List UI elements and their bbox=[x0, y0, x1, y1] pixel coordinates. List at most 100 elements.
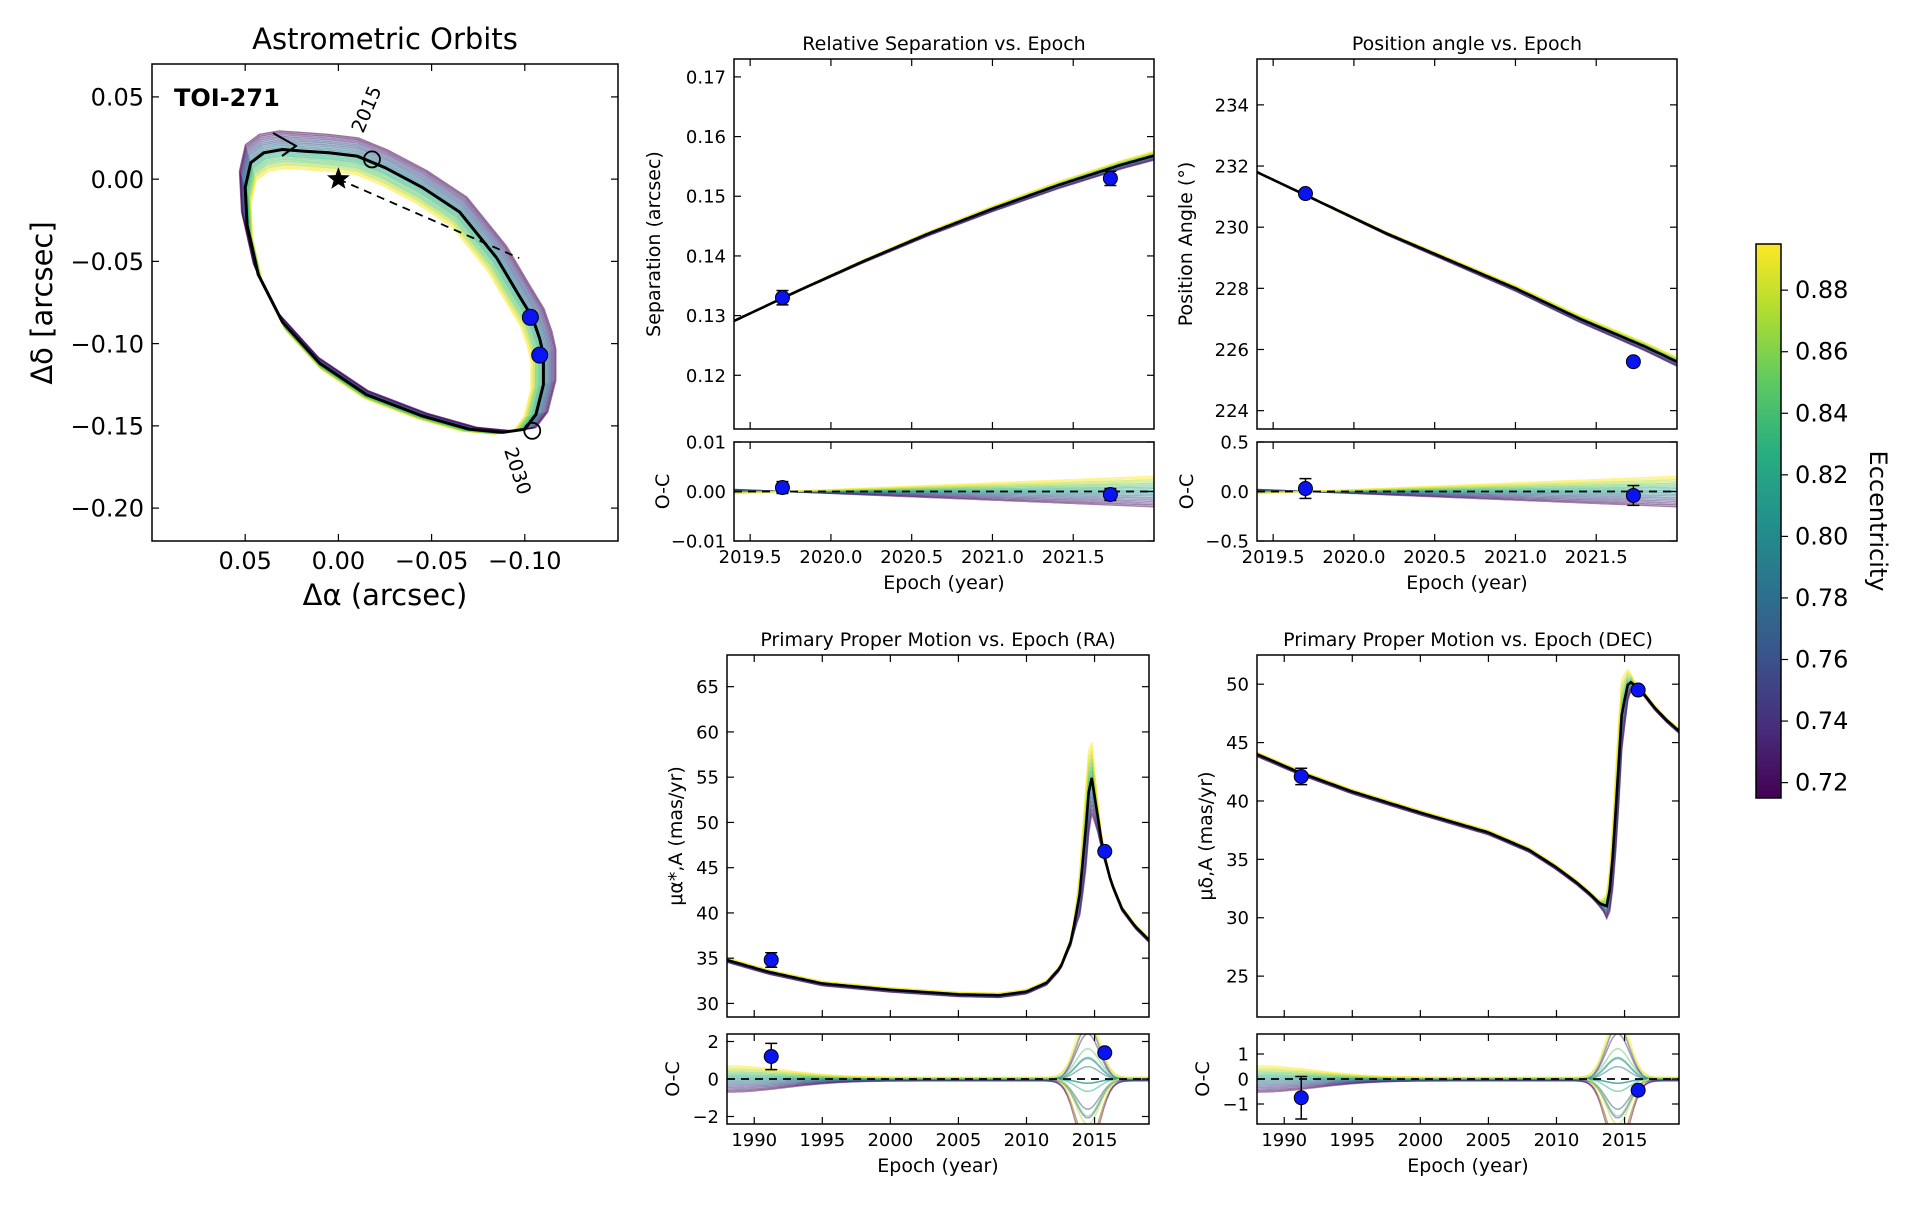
orbit-ytick-label: −0.15 bbox=[70, 413, 144, 441]
sep-res-ytick-label: 0.00 bbox=[686, 482, 726, 503]
pmdec-res-xtick-label: 2015 bbox=[1602, 1130, 1648, 1151]
orbit-best-fit bbox=[243, 147, 545, 434]
orbit-ytick-label: −0.05 bbox=[70, 248, 144, 276]
sep-ytick-label: 0.14 bbox=[686, 246, 726, 267]
colorbar-tick-label: 0.84 bbox=[1795, 399, 1848, 427]
sep-res-xtick-label: 2021.0 bbox=[961, 547, 1024, 568]
pmra-ytick-label: 55 bbox=[696, 768, 719, 789]
pmdec-res-xtick-label: 1990 bbox=[1261, 1130, 1307, 1151]
orbit-ytick-label: −0.10 bbox=[70, 330, 144, 358]
sep-res-xtick-label: 2020.0 bbox=[799, 547, 862, 568]
pmdec-res-xtick-label: 2010 bbox=[1534, 1130, 1580, 1151]
pmra-res-ytick-label: 0 bbox=[708, 1069, 719, 1090]
orbit-epoch-label-start: 2015 bbox=[347, 83, 386, 136]
colorbar-gradient bbox=[1755, 243, 1782, 799]
pa-res-ytick-label: −0.5 bbox=[1205, 531, 1249, 552]
pa-ytick-label: 224 bbox=[1215, 401, 1249, 422]
pmdec-res-data-point bbox=[1293, 1090, 1309, 1106]
sep-frame bbox=[733, 58, 1155, 430]
colorbar-tick-label: 0.86 bbox=[1795, 338, 1848, 366]
sep-posterior-draw bbox=[734, 154, 1154, 322]
sep-xlabel: Epoch (year) bbox=[883, 572, 1004, 594]
sep-posterior-draw bbox=[734, 156, 1154, 322]
pmra-res-xtick-label: 1995 bbox=[799, 1130, 845, 1151]
pa-res-plot-area bbox=[1257, 475, 1677, 508]
sep-posterior-draw bbox=[734, 155, 1154, 322]
pa-ylabel: Position Angle (°) bbox=[1175, 162, 1197, 326]
pmdec-best-fit bbox=[1257, 680, 1679, 908]
orbit-data-point bbox=[531, 346, 549, 364]
orbit-direction-arrow bbox=[272, 132, 298, 157]
sep-res-ytick-label: 0.01 bbox=[686, 432, 726, 453]
pmdec-plot-area bbox=[1257, 668, 1679, 921]
pmra-posterior-draw bbox=[727, 742, 1149, 994]
pmdec-panel: Primary Proper Motion vs. Epoch (DEC) 25 3… bbox=[1192, 629, 1680, 1177]
pa-res-xtick-label: 2021.0 bbox=[1484, 547, 1547, 568]
orbit-epoch-marker bbox=[523, 421, 542, 440]
orbit-xtick-label: 0.05 bbox=[218, 547, 271, 575]
orbit-xtick-label: 0.00 bbox=[312, 547, 365, 575]
sep-posterior-draw bbox=[734, 157, 1154, 322]
pmdec-posterior-draw bbox=[1257, 668, 1679, 902]
pa-title: Position angle vs. Epoch bbox=[1352, 33, 1582, 55]
pa-res-xtick-label: 2019.5 bbox=[1242, 547, 1305, 568]
orbit-posterior-draw bbox=[245, 151, 543, 434]
pmdec-res-ytick-label: 1 bbox=[1238, 1044, 1249, 1065]
pmra-res-posterior-draw bbox=[727, 1034, 1149, 1079]
orbit-title: Astrometric Orbits bbox=[252, 22, 518, 56]
pa-res-xtick-label: 2020.0 bbox=[1322, 547, 1385, 568]
pmdec-res-data-point bbox=[1630, 1082, 1646, 1098]
orbit-posterior-draw bbox=[245, 153, 542, 434]
pmdec-res-xtick-label: 2000 bbox=[1397, 1130, 1443, 1151]
pmra-res-xtick-label: 2005 bbox=[936, 1130, 982, 1151]
pmra-res-xtick-label: 2010 bbox=[1004, 1130, 1050, 1151]
pmdec-ytick-label: 25 bbox=[1226, 967, 1249, 988]
orbit-ylabel: Δδ [arcsec] bbox=[25, 221, 59, 384]
pa-data-point bbox=[1625, 354, 1641, 370]
pmra-xlabel: Epoch (year) bbox=[877, 1155, 998, 1177]
orbit-panel: Astrometric Orbits TOI-271 2015 2030 0.05 0.0… bbox=[25, 22, 619, 612]
pmdec-ytick-label: 50 bbox=[1226, 675, 1249, 696]
pmra-res-posterior-draw bbox=[727, 1034, 1149, 1079]
orbit-xtick-label: −0.10 bbox=[488, 547, 562, 575]
orbit-posterior-draw bbox=[246, 154, 541, 434]
pmra-res-plot-area bbox=[727, 1034, 1149, 1124]
pmra-ytick-label: 60 bbox=[696, 722, 719, 743]
pa-ytick-label: 226 bbox=[1215, 340, 1249, 361]
sep-ylabel: Separation (arcsec) bbox=[643, 151, 665, 337]
colorbar-tick-label: 0.80 bbox=[1795, 522, 1848, 550]
pmdec-res-ylabel: O-C bbox=[1192, 1061, 1214, 1097]
sep-posterior-draw bbox=[734, 155, 1154, 322]
pmra-ylabel: μα*,A (mas/yr) bbox=[665, 766, 687, 906]
pa-ytick-label: 228 bbox=[1215, 279, 1249, 300]
pmdec-ytick-label: 30 bbox=[1226, 908, 1249, 929]
pa-res-ytick-label: 0.0 bbox=[1220, 482, 1249, 503]
sep-res-xtick-label: 2021.5 bbox=[1042, 547, 1105, 568]
pmra-res-ytick-label: −2 bbox=[692, 1107, 719, 1128]
pmra-title: Primary Proper Motion vs. Epoch (RA) bbox=[760, 629, 1115, 651]
pmdec-ytick-label: 45 bbox=[1226, 733, 1249, 754]
orbit-epoch-label-end: 2030 bbox=[499, 445, 535, 498]
orbit-plot-area bbox=[238, 130, 557, 440]
sep-title: Relative Separation vs. Epoch bbox=[802, 33, 1085, 55]
pa-panel: Position angle vs. Epoch 224 226 228 230 232 2… bbox=[1175, 33, 1678, 594]
colorbar-tick-label: 0.76 bbox=[1795, 646, 1848, 674]
pmra-ytick-label: 65 bbox=[696, 677, 719, 698]
sep-ytick-label: 0.13 bbox=[686, 306, 726, 327]
pmra-ytick-label: 40 bbox=[696, 903, 719, 924]
orbit-posterior-draw bbox=[247, 158, 538, 435]
pmdec-xlabel: Epoch (year) bbox=[1407, 1155, 1528, 1177]
pmra-res-posterior-draw bbox=[727, 1065, 1149, 1124]
sep-posterior-draw bbox=[734, 153, 1154, 322]
sep-res-ytick-label: −0.01 bbox=[671, 531, 726, 552]
colorbar-tick-label: 0.82 bbox=[1795, 461, 1848, 489]
orbit-posterior-draw bbox=[249, 165, 534, 435]
pmra-ytick-label: 45 bbox=[696, 858, 719, 879]
pa-posterior-draw bbox=[1257, 171, 1677, 358]
sep-best-fit bbox=[734, 154, 1154, 323]
sep-data-point bbox=[774, 290, 790, 306]
colorbar-label: Eccentricity bbox=[1864, 451, 1892, 592]
pa-res-data-point bbox=[1625, 487, 1641, 503]
pmra-panel: Primary Proper Motion vs. Epoch (RA) 30 35… bbox=[662, 629, 1150, 1177]
